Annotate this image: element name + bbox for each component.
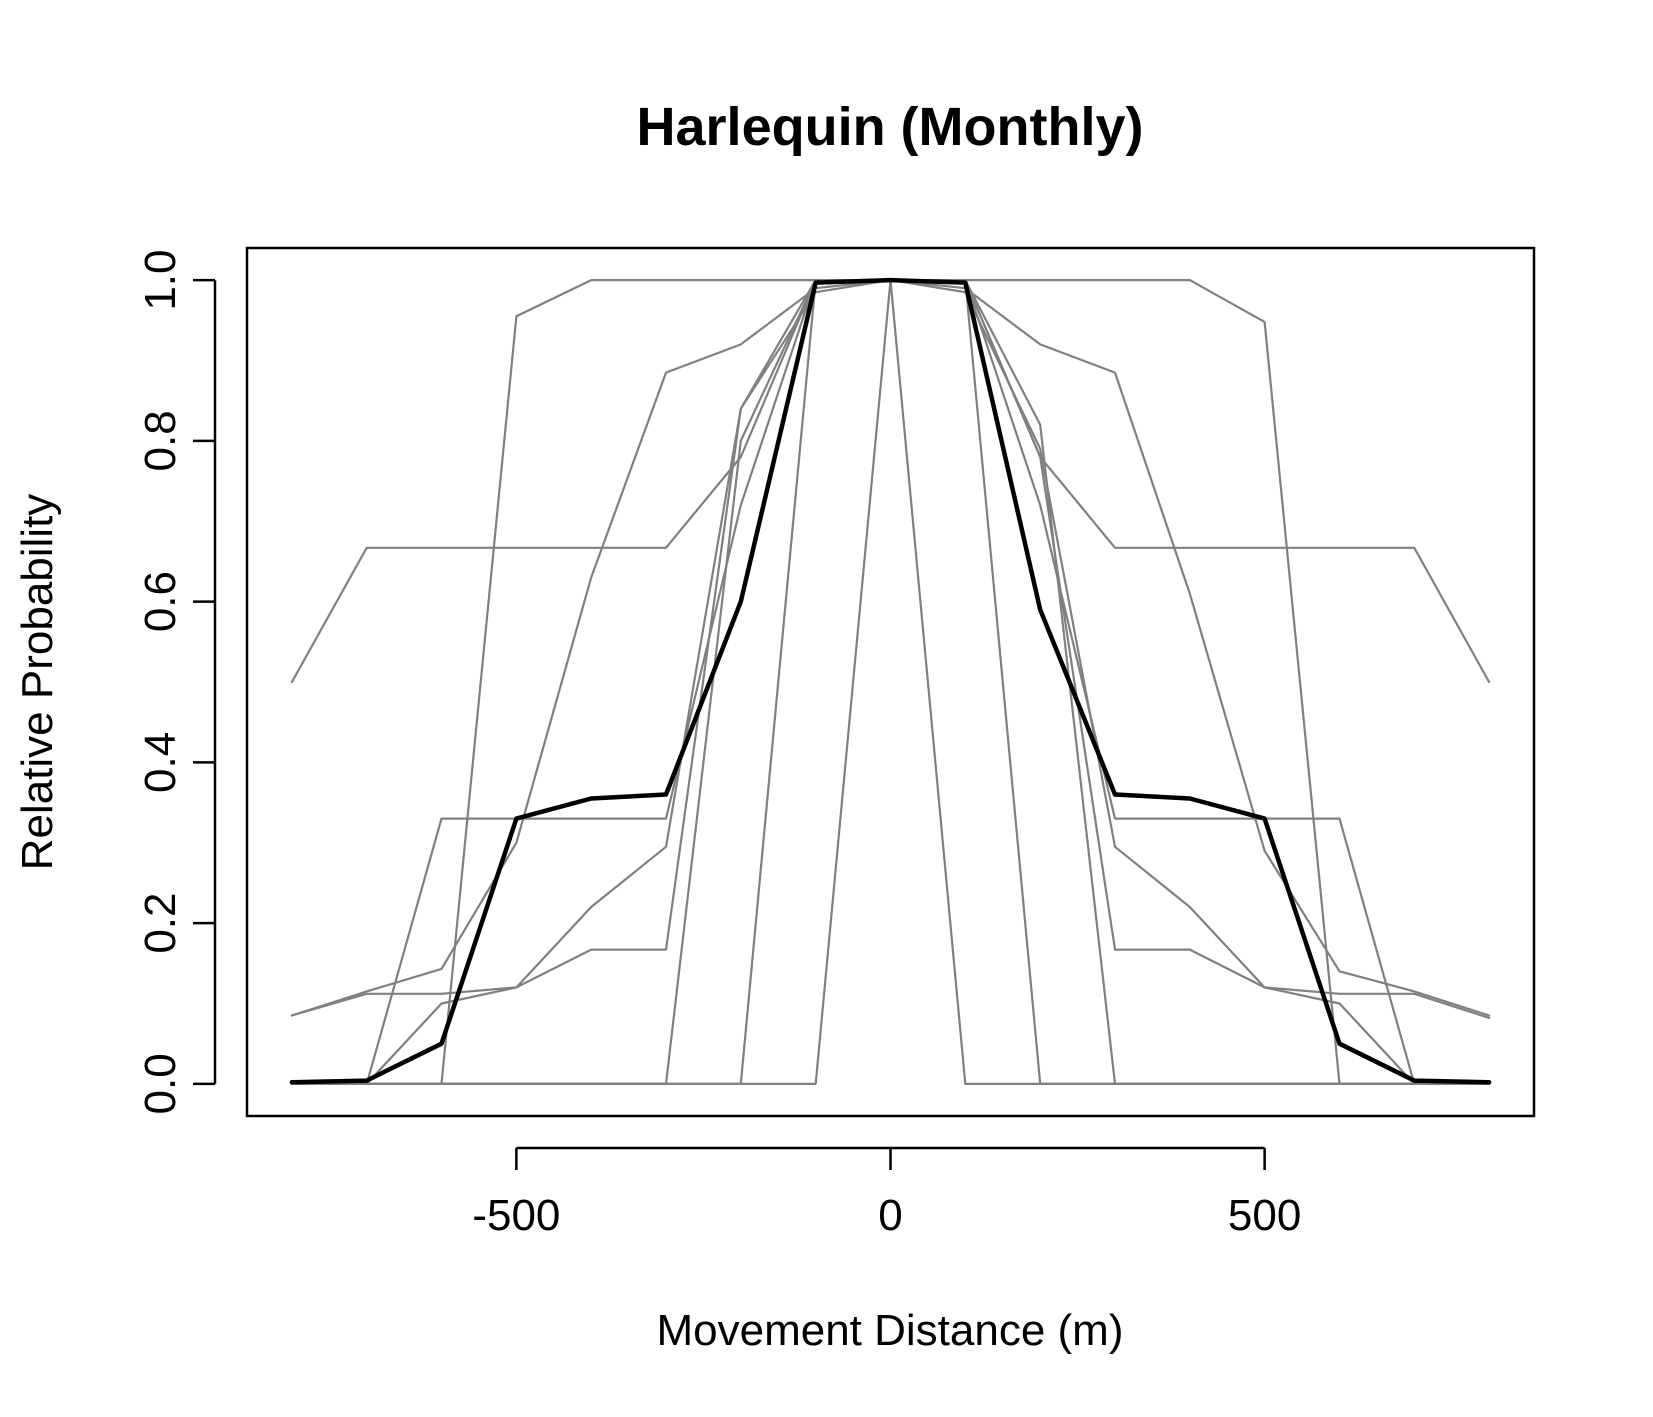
y-axis: 0.0 0.2 0.4 0.6 0.8 1.0	[136, 250, 217, 1114]
series-line-6	[290, 279, 1491, 1086]
x-axis-label: Movement Distance (m)	[656, 1306, 1123, 1355]
series-line-1	[290, 279, 1491, 684]
series-line-8	[290, 279, 1491, 1020]
series-line-9	[290, 279, 1491, 1086]
x-axis: -500 0 500	[472, 1146, 1301, 1240]
series-line-5	[290, 279, 1491, 1086]
plot-lines	[289, 277, 1492, 1086]
y-tick-label: 0.0	[136, 1053, 185, 1114]
y-tick-label: 0.4	[136, 732, 185, 793]
series-line-mean	[289, 277, 1492, 1085]
y-tick-label: 0.8	[136, 410, 185, 471]
chart-title: Harlequin (Monthly)	[637, 97, 1144, 157]
x-tick-label: -500	[472, 1191, 560, 1240]
y-tick-label: 0.6	[136, 571, 185, 632]
series-line-7	[290, 279, 1491, 1017]
series-line-3	[290, 279, 1491, 1086]
x-tick-label: 0	[878, 1191, 902, 1240]
x-tick-label: 500	[1228, 1191, 1301, 1240]
y-tick-label: 1.0	[136, 250, 185, 311]
series-line-4	[290, 279, 1491, 1086]
plot-frame	[245, 246, 1536, 1118]
y-axis-label: Relative Probability	[13, 494, 62, 871]
y-tick-label: 0.2	[136, 893, 185, 954]
series-line-2	[290, 279, 1491, 1086]
